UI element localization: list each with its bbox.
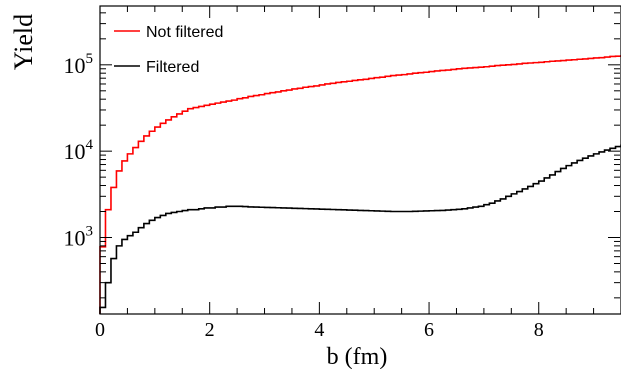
legend-label-not-filtered: Not filtered bbox=[146, 24, 223, 41]
x-tick-label: 2 bbox=[205, 319, 215, 341]
series-line-filtered bbox=[99, 144, 621, 314]
x-tick-label: 0 bbox=[95, 319, 105, 341]
x-axis-label: b (fm) bbox=[327, 344, 388, 369]
legend: Not filtered Filtered bbox=[114, 24, 223, 76]
x-tick-label: 6 bbox=[424, 319, 434, 341]
x-tick-label: 8 bbox=[534, 319, 544, 341]
y-tick-label: 104 bbox=[64, 137, 94, 164]
series-line-not-filtered bbox=[99, 55, 621, 314]
y-axis-label: Yield bbox=[9, 14, 38, 70]
plot-area bbox=[99, 55, 621, 314]
x-tick-label: 4 bbox=[314, 319, 324, 341]
axis-tick-labels: 0 2 4 6 8 103 104 105 bbox=[64, 51, 544, 341]
y-tick-label: 105 bbox=[64, 51, 94, 78]
y-tick-label: 103 bbox=[64, 223, 94, 250]
legend-label-filtered: Filtered bbox=[146, 59, 199, 76]
plot-frame bbox=[99, 5, 621, 315]
